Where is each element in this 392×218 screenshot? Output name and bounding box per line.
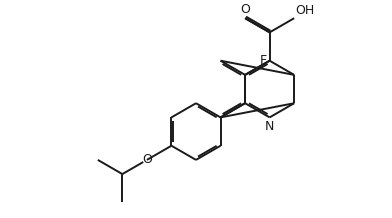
Text: N: N [265,120,274,133]
Text: OH: OH [296,4,315,17]
Text: O: O [240,3,250,16]
Text: F: F [260,54,267,67]
Text: O: O [142,153,152,166]
